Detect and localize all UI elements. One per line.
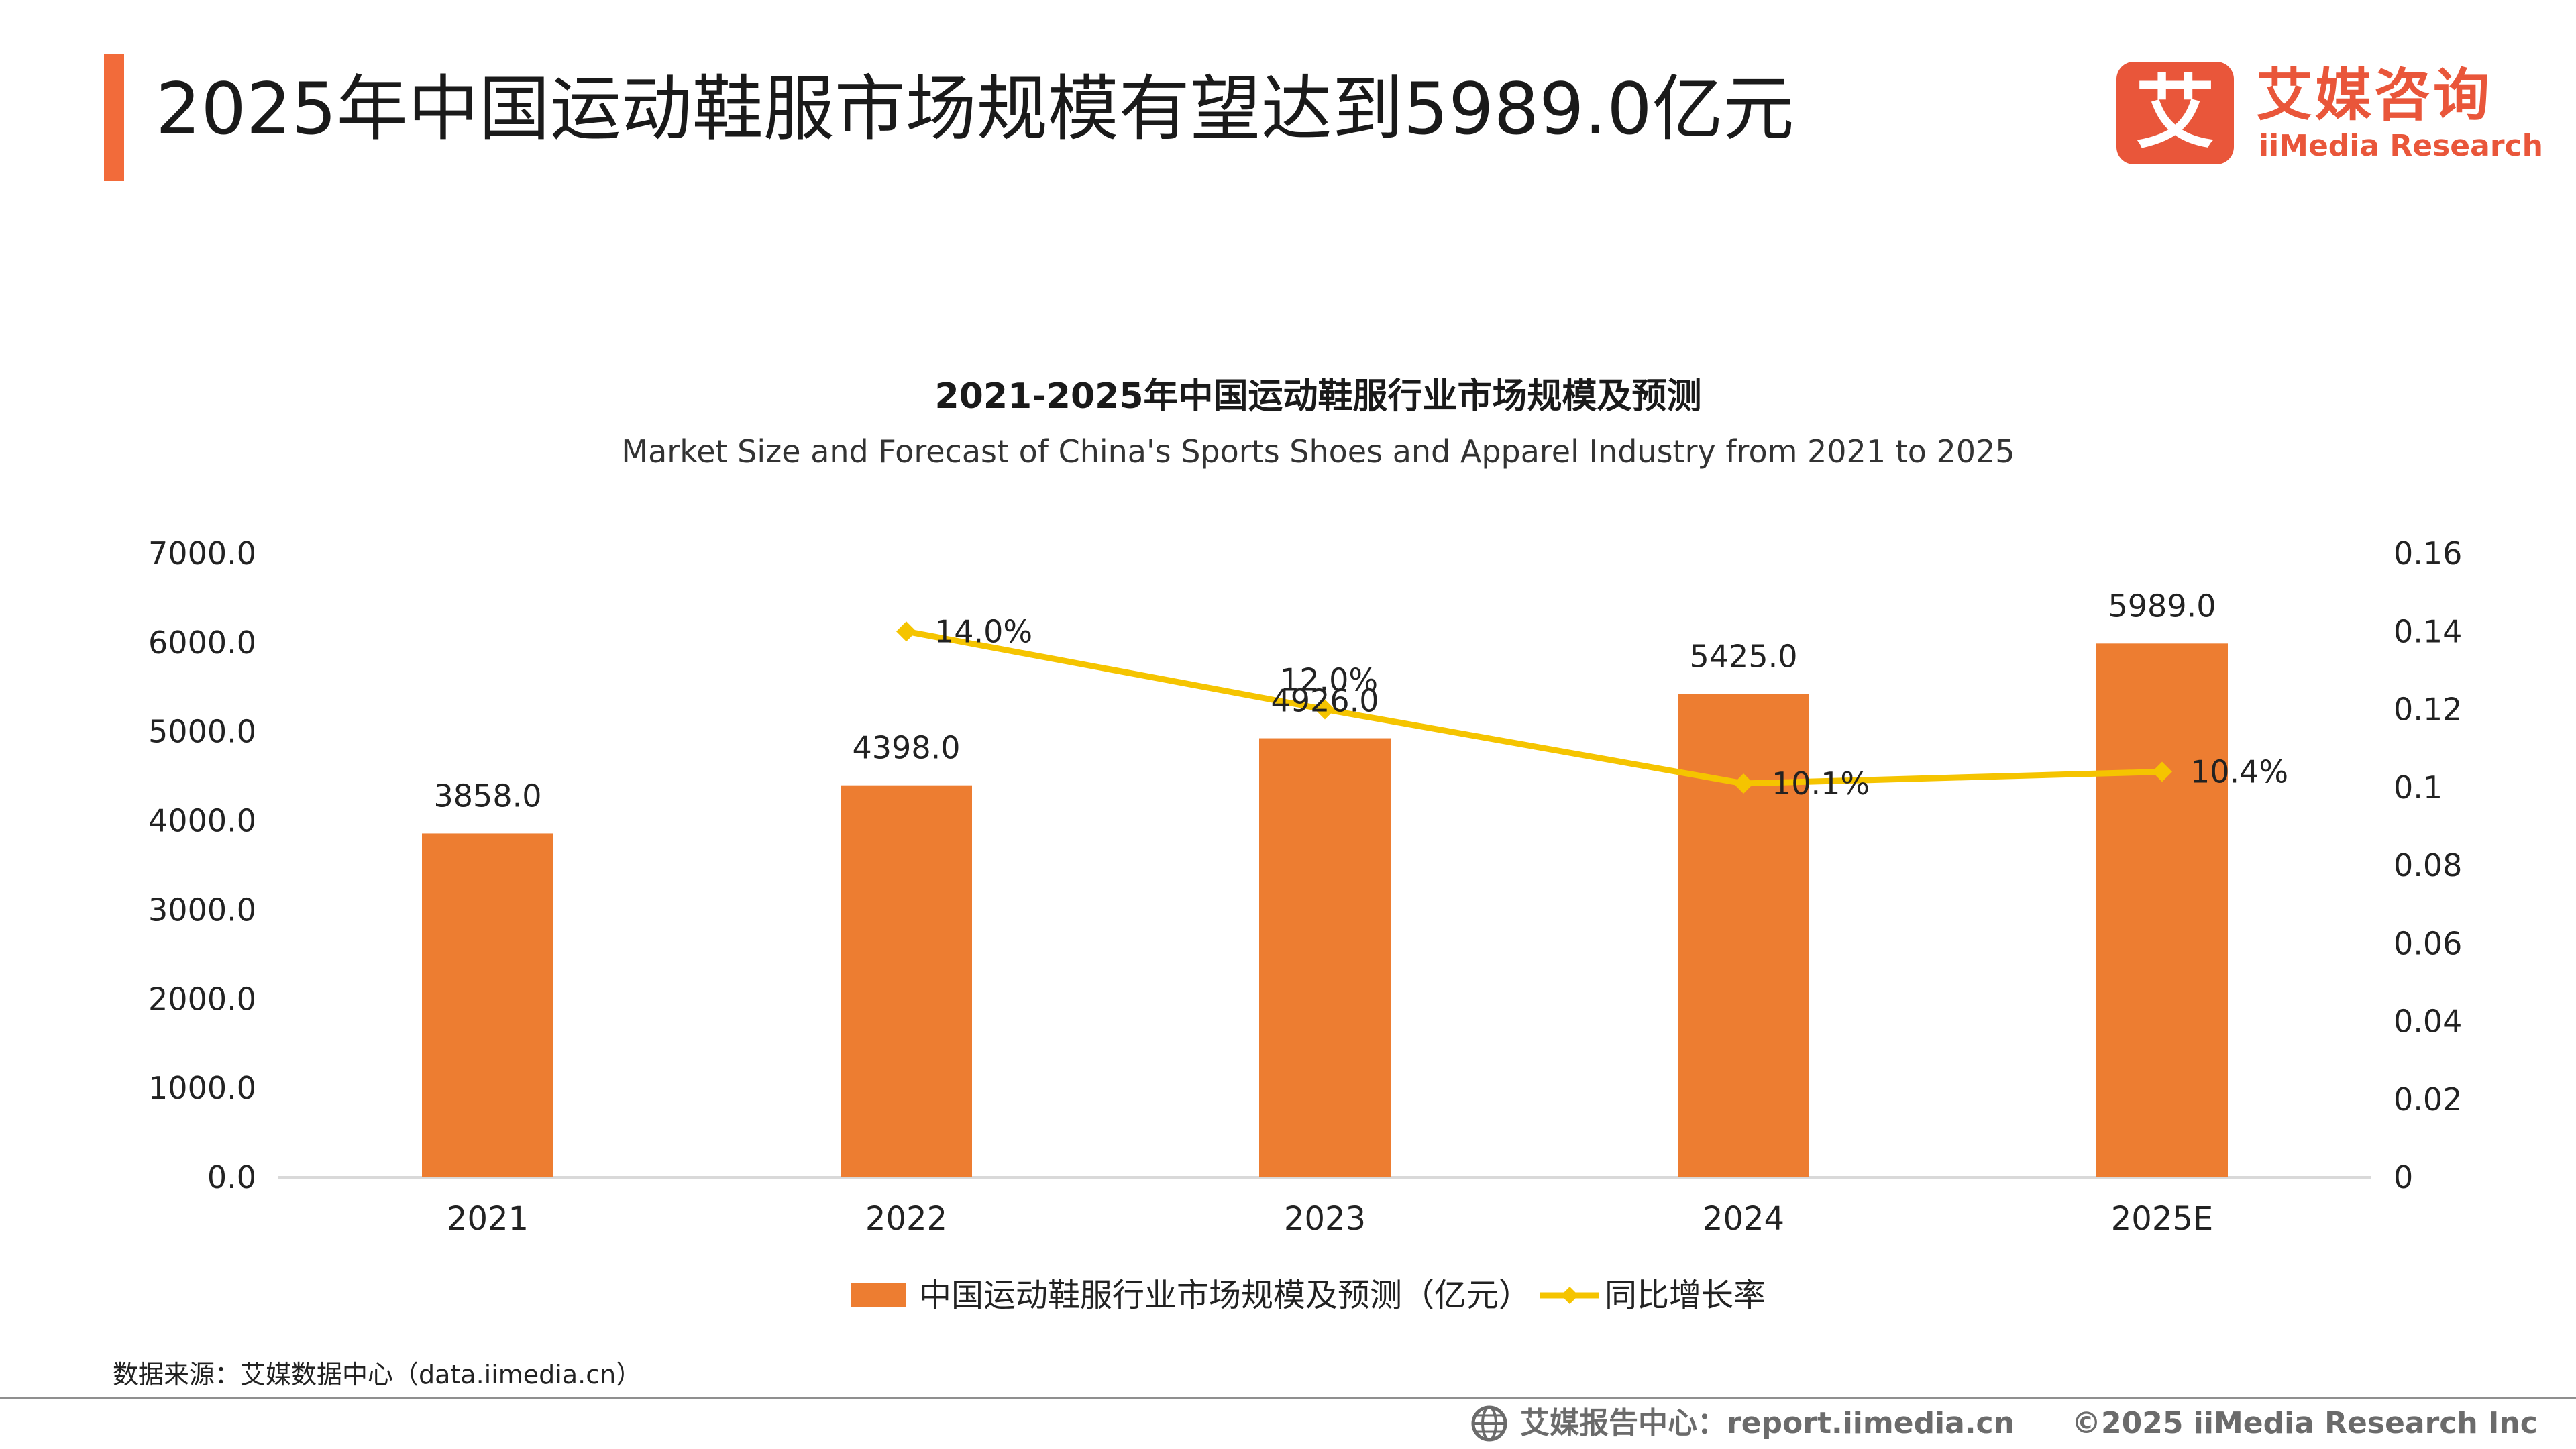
x-tick-label: 2022 xyxy=(865,1200,947,1238)
y-left-tick-label: 2000.0 xyxy=(148,981,256,1017)
growth-rate-line xyxy=(906,628,2163,787)
bar-value-label: 4398.0 xyxy=(853,730,961,766)
y-left-tick-label: 0.0 xyxy=(207,1159,256,1195)
x-tick-label: 2023 xyxy=(1284,1200,1366,1238)
bar xyxy=(2096,643,2228,1177)
y-left-tick-label: 7000.0 xyxy=(148,535,256,572)
bar-value-label: 5425.0 xyxy=(1690,638,1798,674)
bar-value-label: 4926.0 xyxy=(1271,683,1379,719)
logo-mark xyxy=(2116,62,2234,164)
y-left-tick-label: 1000.0 xyxy=(148,1070,256,1106)
legend-bar-swatch xyxy=(851,1283,906,1307)
y-right-tick-label: 0.1 xyxy=(2394,769,2443,806)
y-left-tick-label: 3000.0 xyxy=(148,892,256,928)
bar xyxy=(841,785,972,1177)
brand-logo: 艾 艾媒咨询 iiMedia Research xyxy=(2116,62,2543,169)
title-accent-bar xyxy=(104,54,124,181)
bar-value-label: 5989.0 xyxy=(2108,588,2216,624)
growth-rate-point xyxy=(2152,761,2172,782)
y-right-tick-label: 0.16 xyxy=(2394,535,2462,572)
y-right-tick-label: 0.02 xyxy=(2394,1081,2462,1118)
footer-report-site: 艾媒报告中心：report.iimedia.cn xyxy=(1520,1406,2015,1440)
growth-rate-point xyxy=(1733,773,1754,794)
y-right-tick-label: 0.04 xyxy=(2394,1004,2462,1040)
y-right-tick-label: 0.12 xyxy=(2394,692,2462,728)
legend-bar-label: 中国运动鞋服行业市场规模及预测（亿元） xyxy=(919,1277,1532,1314)
chart-title: 2021-2025年中国运动鞋服行业市场规模及预测 xyxy=(934,376,1702,417)
y-right-tick-label: 0.08 xyxy=(2394,847,2462,883)
growth-rate-label: 14.0% xyxy=(934,613,1032,649)
y-left-tick-label: 4000.0 xyxy=(148,803,256,839)
x-tick-label: 2024 xyxy=(1703,1200,1784,1238)
legend-line-label: 同比增长率 xyxy=(1605,1277,1766,1314)
bar xyxy=(1259,738,1391,1177)
legend-line-swatch xyxy=(1540,1287,1599,1304)
y-right-tick-label: 0.06 xyxy=(2394,925,2462,961)
y-left-tick-label: 6000.0 xyxy=(148,625,256,661)
y-right-tick-label: 0 xyxy=(2394,1159,2413,1195)
y-right-tick-label: 0.14 xyxy=(2394,613,2462,649)
footer-divider xyxy=(0,1397,2576,1399)
globe-icon xyxy=(1471,1405,1507,1442)
data-source-note: 数据来源：艾媒数据中心（data.iimedia.cn） xyxy=(113,1360,642,1389)
footer-copyright: ©2025 iiMedia Research Inc xyxy=(2072,1406,2538,1440)
chart-subtitle: Market Size and Forecast of China's Spor… xyxy=(621,433,2015,470)
logo-name-cn: 艾媒咨询 xyxy=(2256,62,2493,128)
x-tick-label: 2025E xyxy=(2111,1200,2213,1238)
growth-rate-point xyxy=(1315,699,1335,720)
growth-rate-label: 10.1% xyxy=(1772,765,1870,802)
bar-value-label: 3858.0 xyxy=(434,777,542,814)
growth-rate-label: 12.0% xyxy=(1280,662,1378,698)
y-left-tick-label: 5000.0 xyxy=(148,714,256,750)
x-tick-label: 2021 xyxy=(447,1200,529,1238)
growth-rate-label: 10.4% xyxy=(2190,754,2288,790)
logo-mark-char: 艾 xyxy=(2135,66,2215,159)
logo-name-en: iiMedia Research xyxy=(2259,129,2543,163)
bar xyxy=(422,833,553,1177)
page-title: 2025年中国运动鞋服市场规模有望达到5989.0亿元 xyxy=(156,68,1794,150)
growth-rate-point xyxy=(896,621,916,642)
